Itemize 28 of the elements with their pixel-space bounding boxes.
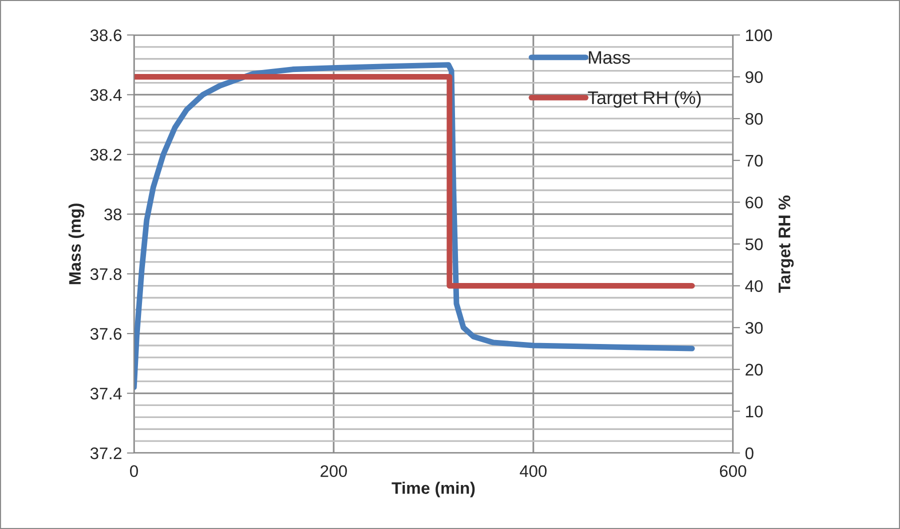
y2-tick-label: 70 [746, 154, 763, 167]
y2-tick-label: 80 [746, 113, 763, 125]
y2-tick-label: 40 [745, 280, 763, 292]
y2-tick-label: 10 [746, 406, 763, 418]
y2-tick-label: 90 [746, 71, 763, 84]
y-tick-label: 38.2 [90, 148, 122, 161]
x-tick-label: 0 [130, 465, 138, 478]
y-tick-label: 37.8 [90, 268, 122, 280]
x-tick-label: 600 [720, 465, 746, 478]
y2-tick-label: 0 [745, 447, 754, 460]
legend-label: Target RH (%) [588, 90, 701, 108]
y2-tick-label: 30 [745, 322, 763, 334]
x-tick-label: 400 [520, 465, 547, 478]
y-axis-title: Mass (mg) [68, 204, 84, 284]
y2-tick-label: 60 [746, 196, 763, 208]
y2-tick-label: 100 [746, 29, 772, 42]
legend-label: Mass [588, 51, 630, 64]
x-tick-label: 200 [320, 465, 347, 478]
x-axis-title: Time (min) [392, 482, 475, 498]
y-tick-label: 37.4 [90, 388, 122, 400]
y-tick-label: 38 [104, 208, 122, 220]
y2-axis-title: Target RH % [778, 196, 794, 293]
y-tick-label: 38.6 [90, 29, 122, 42]
y-tick-label: 37.6 [90, 328, 122, 340]
y2-tick-label: 50 [745, 238, 763, 250]
y2-tick-label: 20 [746, 364, 763, 376]
y-tick-label: 38.4 [90, 89, 122, 101]
y-tick-label: 37.2 [90, 447, 122, 460]
